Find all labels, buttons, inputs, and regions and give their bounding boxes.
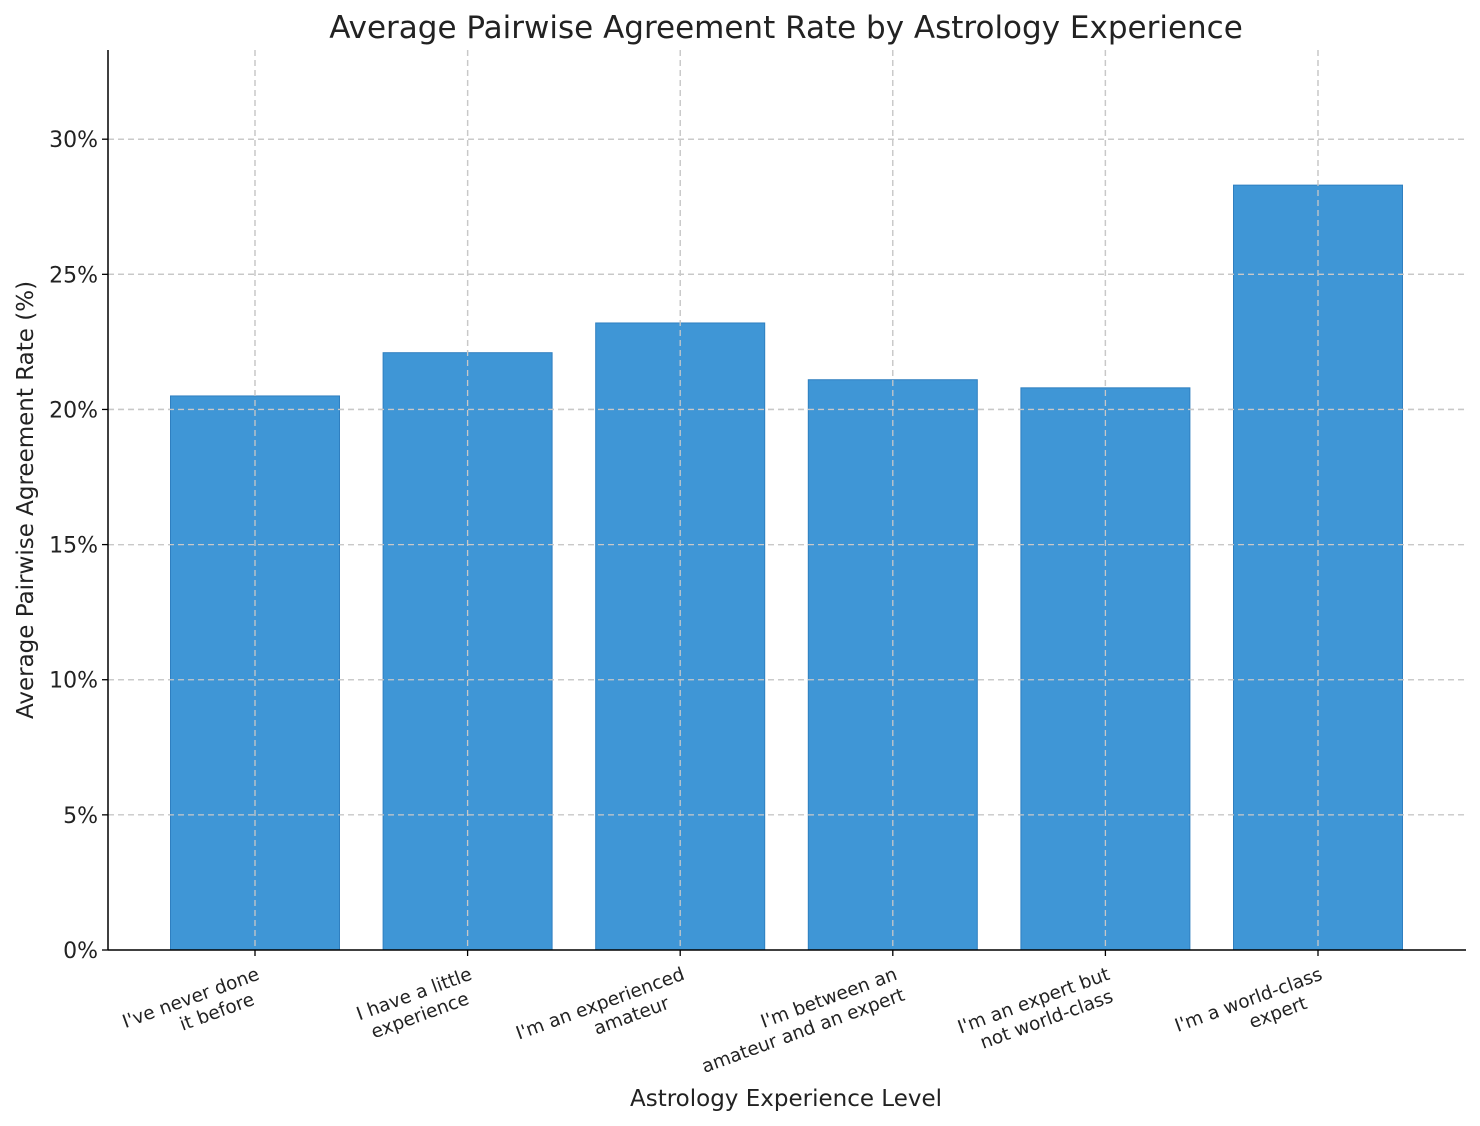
x-tick-label: I'm an expert butnot world-class bbox=[955, 964, 1120, 1059]
y-tick-label: 25% bbox=[49, 263, 98, 288]
y-tick-label: 30% bbox=[49, 128, 98, 153]
x-axis-label: Astrology Experience Level bbox=[630, 1086, 942, 1112]
y-tick-label: 5% bbox=[63, 804, 98, 829]
x-tick-label: I've never doneit before bbox=[120, 964, 270, 1054]
bars bbox=[108, 50, 1466, 951]
x-tick-label: I'm an experiencedamateur bbox=[513, 964, 695, 1065]
x-axis-ticks: I've never doneit before I have a littlee… bbox=[120, 950, 1333, 1078]
y-axis-label: Average Pairwise Agreement Rate (%) bbox=[13, 281, 39, 719]
y-tick-label: 10% bbox=[49, 669, 98, 694]
x-tick-label: I'm between anamateur and an expert bbox=[692, 964, 908, 1078]
axes bbox=[107, 50, 1466, 951]
x-tick-label: I'm a world-classexpert bbox=[1172, 964, 1333, 1057]
y-axis-ticks: 0% 5% 10% 15% 20% 25% 30% bbox=[49, 128, 108, 964]
y-tick-label: 15% bbox=[49, 534, 98, 559]
chart-title: Average Pairwise Agreement Rate by Astro… bbox=[329, 10, 1243, 46]
x-tick-label: I have a littleexperience bbox=[354, 964, 483, 1046]
y-tick-label: 20% bbox=[49, 398, 98, 423]
y-tick-label: 0% bbox=[63, 939, 98, 964]
